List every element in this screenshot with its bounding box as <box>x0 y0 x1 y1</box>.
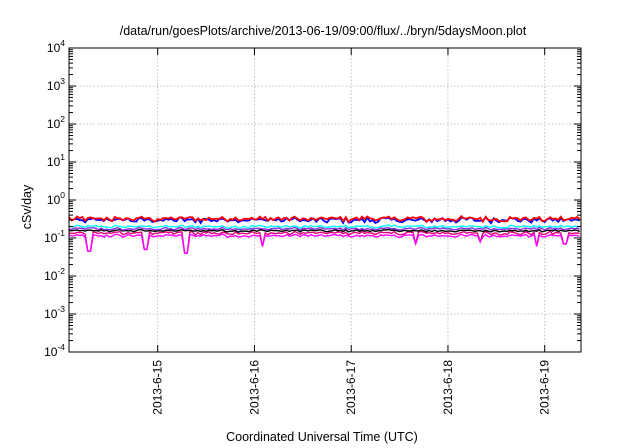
axis-ticks <box>69 47 581 353</box>
x-tick-label: 2013-6-16 <box>247 360 261 415</box>
x-tick-label: 2013-6-15 <box>151 360 165 415</box>
y-tick-label: 10-1 <box>44 228 65 245</box>
y-tick-label: 102 <box>47 114 65 131</box>
y-tick-label: 101 <box>47 152 65 169</box>
x-tick-label: 2013-6-18 <box>441 360 455 415</box>
y-axis-label: cSv/day <box>20 184 34 229</box>
y-tick-label: 104 <box>47 38 65 55</box>
series-line <box>68 233 580 254</box>
x-tick-label: 2013-6-19 <box>538 360 552 415</box>
series-lines <box>68 214 581 254</box>
series-line <box>68 226 580 232</box>
series-line <box>69 228 581 233</box>
series-line <box>68 224 580 230</box>
y-tick-labels: 10-4 10-3 10-2 10-1 100 101 102 103 104 <box>44 38 65 359</box>
y-tick-label: 100 <box>47 190 65 207</box>
x-tick-labels: 2013-6-15 2013-6-16 2013-6-17 2013-6-18 2013… <box>151 360 552 415</box>
y-tick-label: 10-4 <box>44 342 65 359</box>
y-tick-label: 103 <box>47 76 65 93</box>
grid-lines <box>69 48 581 352</box>
x-axis-label: Coordinated Universal Time (UTC) <box>226 430 418 444</box>
y-tick-label: 10-3 <box>44 304 65 321</box>
series-line <box>68 214 581 224</box>
chart-title: /data/run/goesPlots/archive/2013-06-19/0… <box>120 24 527 38</box>
y-tick-label: 10-2 <box>44 266 65 283</box>
series-line <box>69 230 580 254</box>
x-tick-label: 2013-6-17 <box>344 360 358 415</box>
